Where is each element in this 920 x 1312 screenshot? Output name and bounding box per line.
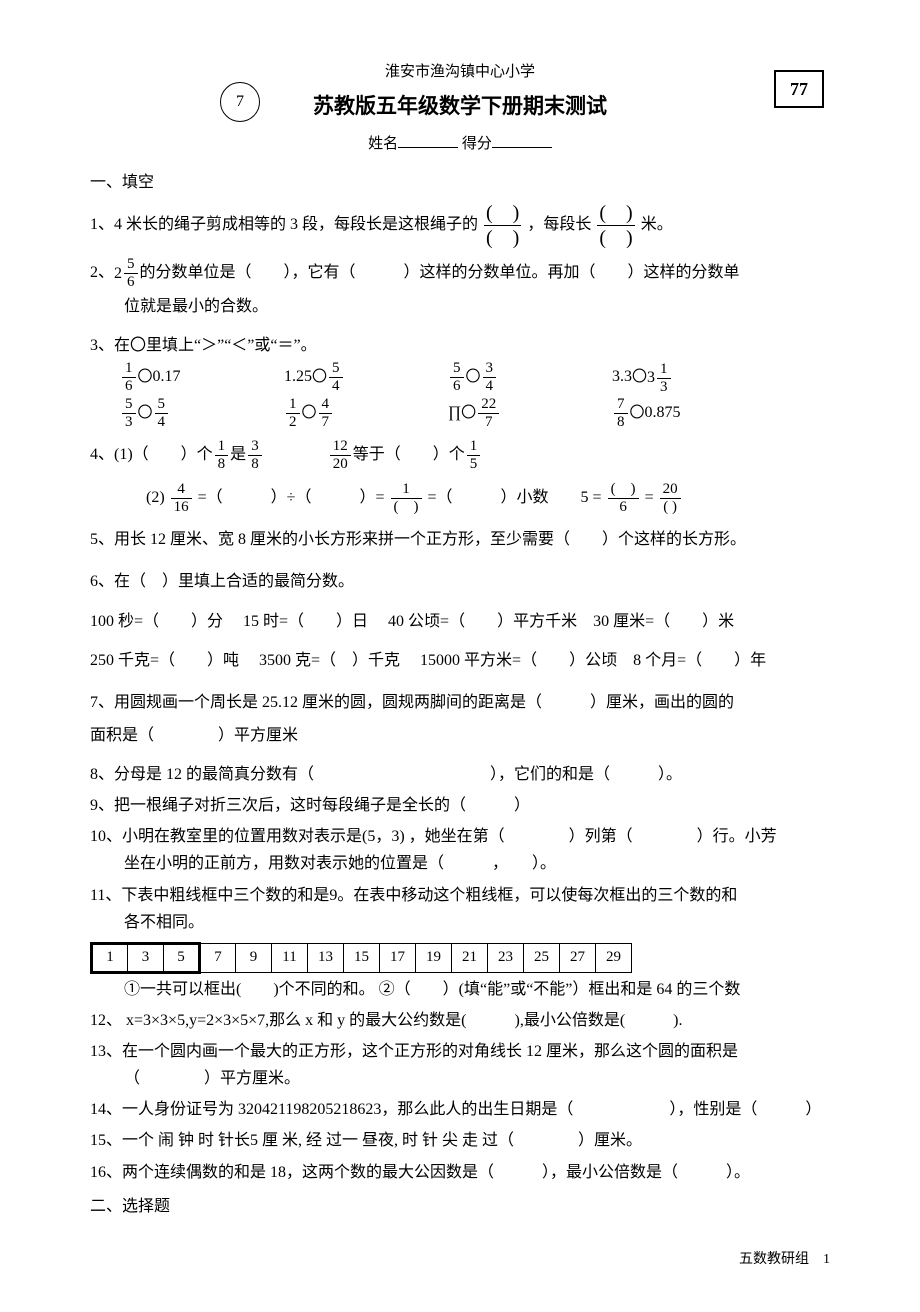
section-1-title: 一、填空 — [90, 170, 830, 196]
q5: 5、用长 12 厘米、宽 8 厘米的小长方形来拼一个正方形，至少需要（ ）个这样… — [90, 523, 830, 557]
strip-cell: 9 — [236, 944, 272, 973]
number-strip-table: 1357911131517192123252729 — [90, 942, 632, 974]
strip-cell: 19 — [416, 944, 452, 973]
q2: 2、256的分数单位是（ ），它有（ ）这样的分数单位。再加（ ）这样的分数单 … — [90, 256, 830, 324]
circle-page-number: 7 — [220, 82, 260, 122]
strip-cell: 23 — [488, 944, 524, 973]
q15: 15、一个 闹 钟 时 针长5 厘 米, 经 过一 昼夜, 时 针 尖 走 过（… — [90, 1127, 830, 1154]
name-score-line: 姓名 得分 — [90, 132, 830, 156]
q13: 13、在一个圆内画一个最大的正方形，这个正方形的对角线长 12 厘米，那么这个圆… — [90, 1038, 830, 1092]
q14: 14、一人身份证号为 320421198205218623，那么此人的出生日期是… — [90, 1096, 830, 1123]
strip-cell: 3 — [128, 944, 164, 973]
strip-cell: 11 — [272, 944, 308, 973]
q12: 12、 x=3×3×5,y=2×3×5×7,那么 x 和 y 的最大公约数是( … — [90, 1007, 830, 1034]
q3: 3、在〇里填上“＞”“＜”或“＝”。 16〇0.17 1.25〇54 56〇34… — [90, 332, 830, 430]
section-2-title: 二、选择题 — [90, 1194, 830, 1220]
strip-cell: 13 — [308, 944, 344, 973]
school-name: 淮安市渔沟镇中心小学 — [90, 60, 830, 84]
strip-cell: 27 — [560, 944, 596, 973]
q16: 16、两个连续偶数的和是 18，这两个数的最大公因数是（ ），最小公倍数是（ ）… — [90, 1159, 830, 1186]
blank-fraction: ( )( ) — [484, 203, 521, 248]
strip-cell: 5 — [164, 944, 200, 973]
strip-cell: 7 — [200, 944, 236, 973]
q1: 1、4 米长的绳子剪成相等的 3 段，每段长是这根绳子的 ( )( ) ，每段长… — [90, 203, 830, 248]
footer: 五数教研组 1 — [90, 1249, 830, 1271]
q4: 4、(1)（ ）个18是38 1220等于（ ）个15 (2) 416 =（ ）… — [90, 438, 830, 515]
q7: 7、用圆规画一个周长是 25.12 厘米的圆，圆规两脚间的距离是（ ）厘米，画出… — [90, 686, 830, 753]
q9: 9、把一根绳子对折三次后，这时每段绳子是全长的（ ） — [90, 792, 830, 819]
strip-cell: 29 — [596, 944, 632, 973]
strip-cell: 15 — [344, 944, 380, 973]
page-title: 苏教版五年级数学下册期末测试 — [90, 90, 830, 124]
strip-cell: 17 — [380, 944, 416, 973]
strip-cell: 1 — [92, 944, 128, 973]
strip-cell: 25 — [524, 944, 560, 973]
strip-cell: 21 — [452, 944, 488, 973]
q11: 11、下表中粗线框中三个数的和是9。在表中移动这个粗线框，可以使每次框出的三个数… — [90, 882, 830, 1003]
box-page-number: 77 — [774, 70, 824, 108]
blank-fraction: ( )( ) — [597, 203, 634, 248]
q8: 8、分母是 12 的最简真分数有（ ），它们的和是（ ）。 — [90, 761, 830, 788]
q2-cont: 位就是最小的合数。 — [124, 290, 830, 324]
q6: 6、在（ ）里填上合适的最简分数。 100 秒=（ ）分 15 时=（ ）日 4… — [90, 565, 830, 678]
q10: 10、小明在教室里的位置用数对表示是(5，3) ，她坐在第（ ）列第（ ）行。小… — [90, 823, 830, 877]
